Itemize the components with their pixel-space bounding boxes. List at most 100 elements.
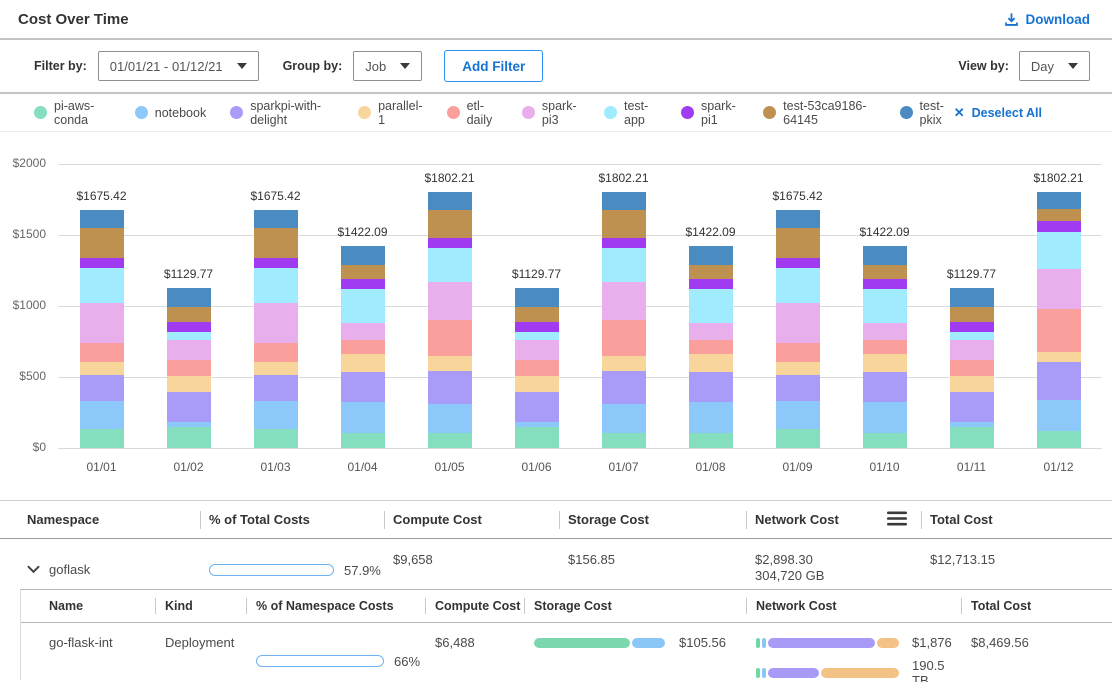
- bar-segment-spark-pi3[interactable]: [862, 322, 907, 341]
- column-header-total[interactable]: Total Cost: [921, 501, 1112, 538]
- bar-segment-parallel-1[interactable]: [166, 375, 211, 393]
- bar-segment-test-pkix[interactable]: [601, 192, 646, 210]
- bar-segment-spark-pi1[interactable]: [166, 321, 211, 332]
- bar-segment-spark-pi1[interactable]: [253, 257, 298, 268]
- bar-segment-test-app[interactable]: [949, 331, 994, 340]
- deselect-all-button[interactable]: ✕ Deselect All: [954, 105, 1042, 121]
- bar-segment-sparkpi-with-delight[interactable]: [427, 370, 472, 405]
- bar-segment-spark-pi1[interactable]: [79, 257, 124, 268]
- bar-segment-notebook[interactable]: [688, 401, 733, 433]
- bar-segment-test-pkix[interactable]: [949, 287, 994, 308]
- bar-segment-sparkpi-with-delight[interactable]: [601, 370, 646, 405]
- bar-segment-pi-aws-conda[interactable]: [949, 427, 994, 448]
- bar-segment-etl-daily[interactable]: [253, 342, 298, 362]
- column-header-total[interactable]: Total Cost: [961, 590, 1112, 622]
- bar-segment-spark-pi3[interactable]: [1036, 268, 1081, 310]
- bar-segment-notebook[interactable]: [340, 401, 385, 433]
- stacked-bar-01/07[interactable]: [601, 192, 646, 448]
- bar-segment-parallel-1[interactable]: [514, 375, 559, 393]
- bar-segment-spark-pi1[interactable]: [688, 278, 733, 290]
- column-header-pct-total[interactable]: % of Total Costs: [200, 501, 384, 538]
- column-header-storage[interactable]: Storage Cost: [524, 590, 746, 622]
- bar-segment-spark-pi3[interactable]: [79, 302, 124, 343]
- bar-segment-sparkpi-with-delight[interactable]: [253, 374, 298, 402]
- bar-segment-pi-aws-conda[interactable]: [166, 427, 211, 448]
- bar-segment-spark-pi1[interactable]: [340, 278, 385, 290]
- stacked-bar-01/10[interactable]: [862, 246, 907, 448]
- bar-segment-spark-pi3[interactable]: [427, 281, 472, 320]
- namespace-expander[interactable]: goflask: [27, 539, 200, 589]
- bar-segment-test-53ca9186-64145[interactable]: [79, 227, 124, 258]
- stacked-bar-01/09[interactable]: [775, 210, 820, 448]
- stacked-bar-01/08[interactable]: [688, 246, 733, 448]
- legend-item-spark-pi1[interactable]: spark-pi1: [681, 99, 739, 127]
- bar-segment-notebook[interactable]: [253, 401, 298, 429]
- legend-item-test-53ca9186-64145[interactable]: test-53ca9186-64145: [763, 99, 875, 127]
- bar-segment-pi-aws-conda[interactable]: [79, 428, 124, 448]
- legend-item-notebook[interactable]: notebook: [134, 106, 206, 120]
- bar-segment-test-pkix[interactable]: [340, 246, 385, 265]
- legend-item-pi-aws-conda[interactable]: pi-aws-conda: [34, 99, 111, 127]
- bar-segment-etl-daily[interactable]: [775, 342, 820, 362]
- bar-segment-spark-pi3[interactable]: [340, 322, 385, 341]
- bar-segment-etl-daily[interactable]: [688, 340, 733, 355]
- bar-segment-test-pkix[interactable]: [514, 287, 559, 308]
- bar-segment-notebook[interactable]: [166, 422, 211, 428]
- legend-item-sparkpi-with-delight[interactable]: sparkpi-with-delight: [230, 99, 334, 127]
- bar-segment-sparkpi-with-delight[interactable]: [79, 374, 124, 402]
- bar-segment-test-app[interactable]: [601, 248, 646, 282]
- bar-segment-spark-pi1[interactable]: [862, 278, 907, 290]
- bar-segment-etl-daily[interactable]: [427, 319, 472, 357]
- bar-segment-test-53ca9186-64145[interactable]: [688, 264, 733, 279]
- column-header-storage[interactable]: Storage Cost: [559, 501, 746, 538]
- column-header-network[interactable]: Network Cost: [746, 501, 921, 538]
- bar-segment-test-pkix[interactable]: [688, 246, 733, 265]
- column-header-pct-namespace[interactable]: % of Namespace Costs: [246, 590, 425, 622]
- bar-segment-parallel-1[interactable]: [340, 354, 385, 372]
- bar-segment-etl-daily[interactable]: [340, 340, 385, 355]
- bar-segment-notebook[interactable]: [862, 401, 907, 433]
- bar-segment-parallel-1[interactable]: [253, 361, 298, 375]
- bar-segment-parallel-1[interactable]: [79, 361, 124, 375]
- bar-segment-sparkpi-with-delight[interactable]: [688, 371, 733, 402]
- column-header-namespace[interactable]: Namespace: [27, 512, 100, 527]
- bar-segment-spark-pi3[interactable]: [514, 339, 559, 360]
- bar-segment-sparkpi-with-delight[interactable]: [1036, 362, 1081, 401]
- bar-segment-test-53ca9186-64145[interactable]: [166, 307, 211, 322]
- bar-segment-test-53ca9186-64145[interactable]: [1036, 209, 1081, 221]
- bar-segment-spark-pi3[interactable]: [253, 302, 298, 343]
- bar-segment-test-app[interactable]: [688, 289, 733, 323]
- group-by-select[interactable]: Job: [353, 51, 423, 81]
- stacked-bar-01/12[interactable]: [1036, 192, 1081, 448]
- bar-segment-etl-daily[interactable]: [166, 359, 211, 376]
- bar-segment-etl-daily[interactable]: [79, 342, 124, 362]
- column-header-compute[interactable]: Compute Cost: [384, 501, 559, 538]
- stacked-bar-01/11[interactable]: [949, 287, 994, 448]
- legend-item-test-pkix[interactable]: test-pkix: [899, 99, 954, 127]
- bar-segment-test-app[interactable]: [427, 248, 472, 282]
- bar-segment-spark-pi3[interactable]: [166, 339, 211, 360]
- bar-segment-test-app[interactable]: [514, 331, 559, 340]
- column-header-kind[interactable]: Kind: [155, 590, 246, 622]
- bar-segment-notebook[interactable]: [775, 401, 820, 429]
- bar-segment-etl-daily[interactable]: [514, 359, 559, 376]
- bar-segment-etl-daily[interactable]: [862, 340, 907, 355]
- bar-segment-test-app[interactable]: [1036, 231, 1081, 269]
- bar-segment-sparkpi-with-delight[interactable]: [775, 374, 820, 402]
- bar-segment-test-pkix[interactable]: [775, 210, 820, 228]
- bar-segment-test-53ca9186-64145[interactable]: [514, 307, 559, 322]
- bar-segment-sparkpi-with-delight[interactable]: [514, 392, 559, 423]
- column-options-icon[interactable]: [887, 511, 907, 529]
- bar-segment-spark-pi3[interactable]: [775, 302, 820, 343]
- stacked-bar-01/05[interactable]: [427, 192, 472, 448]
- bar-segment-parallel-1[interactable]: [862, 354, 907, 372]
- bar-segment-pi-aws-conda[interactable]: [601, 433, 646, 448]
- bar-segment-pi-aws-conda[interactable]: [862, 432, 907, 448]
- bar-segment-etl-daily[interactable]: [949, 359, 994, 376]
- bar-segment-spark-pi1[interactable]: [949, 321, 994, 332]
- view-by-select[interactable]: Day: [1018, 51, 1090, 81]
- legend-item-parallel-1[interactable]: parallel-1: [358, 99, 423, 127]
- bar-segment-test-app[interactable]: [775, 267, 820, 303]
- bar-segment-test-pkix[interactable]: [166, 287, 211, 308]
- bar-segment-test-app[interactable]: [862, 289, 907, 323]
